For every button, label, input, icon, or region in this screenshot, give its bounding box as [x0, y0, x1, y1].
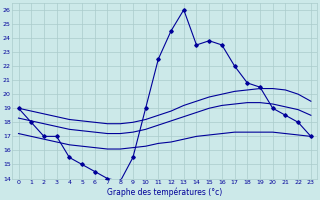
X-axis label: Graphe des températures (°c): Graphe des températures (°c) — [107, 188, 222, 197]
